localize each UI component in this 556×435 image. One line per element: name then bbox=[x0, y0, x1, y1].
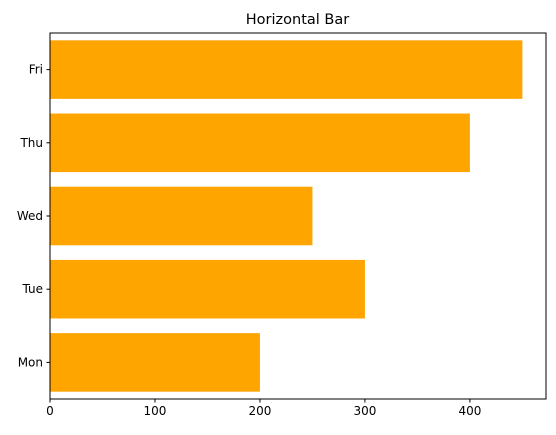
x-tick-label: 100 bbox=[144, 404, 167, 418]
bar-thu bbox=[50, 113, 470, 173]
y-tick-label: Tue bbox=[22, 282, 44, 296]
bars-group bbox=[50, 40, 523, 392]
x-tick-label: 300 bbox=[353, 404, 376, 418]
bar-fri bbox=[50, 40, 523, 99]
bar-wed bbox=[50, 186, 313, 246]
x-tick-label: 200 bbox=[248, 404, 271, 418]
y-tick-label: Fri bbox=[29, 63, 43, 77]
y-axis-ticks: Mon Tue Wed Thu Fri bbox=[17, 63, 50, 369]
x-axis-ticks: 0 100 200 300 400 bbox=[46, 399, 481, 418]
x-tick-label: 0 bbox=[46, 404, 54, 418]
x-tick-label: 400 bbox=[458, 404, 481, 418]
y-tick-label: Thu bbox=[19, 136, 43, 150]
y-tick-label: Wed bbox=[17, 209, 43, 223]
plot-frame bbox=[49, 32, 547, 400]
bar-tue bbox=[50, 259, 365, 319]
y-tick-label: Mon bbox=[18, 355, 43, 369]
bar-mon bbox=[50, 333, 260, 392]
chart-title: Horizontal Bar bbox=[246, 12, 349, 28]
